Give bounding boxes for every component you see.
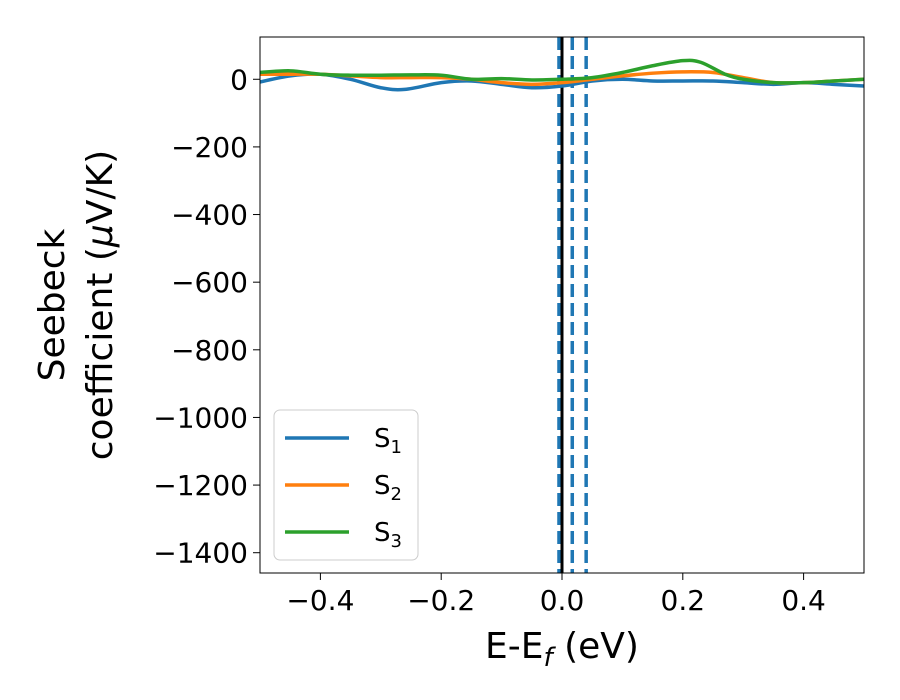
series-layer bbox=[260, 58, 864, 92]
y-tick-label: −800 bbox=[171, 334, 248, 367]
y-axis-label-line1: Seebeck bbox=[32, 228, 73, 381]
y-tick-label: 0 bbox=[230, 63, 248, 96]
y-tick-label: −400 bbox=[171, 199, 248, 232]
legend-label-2: S2 bbox=[374, 471, 402, 505]
y-tick-label: −1200 bbox=[153, 469, 248, 502]
y-axis: 0 −200 −400 −600 −800 −1000 −1200 −1400 bbox=[153, 63, 260, 570]
y-tick-label: −1000 bbox=[153, 401, 248, 434]
x-tick-label: 0.0 bbox=[540, 584, 585, 617]
y-axis-label: Seebeck coefficient (μV/K) bbox=[32, 150, 121, 460]
x-axis-label: E-Ef (eV) bbox=[485, 626, 639, 673]
series-line-1 bbox=[260, 72, 864, 92]
y-tick-label: −200 bbox=[171, 131, 248, 164]
y-tick-label: −1400 bbox=[153, 537, 248, 570]
y-tick-label: −600 bbox=[171, 266, 248, 299]
legend: S1 S2 S3 bbox=[273, 409, 419, 561]
vertical-marker-lines bbox=[557, 37, 588, 573]
series-line-3 bbox=[260, 58, 864, 85]
y-axis-label-line2: coefficient (μV/K) bbox=[80, 150, 121, 460]
x-tick-label: 0.2 bbox=[661, 584, 706, 617]
x-tick-label: 0.4 bbox=[781, 584, 826, 617]
x-tick-label: −0.2 bbox=[407, 584, 475, 617]
x-tick-label: −0.4 bbox=[286, 584, 354, 617]
legend-label-1: S1 bbox=[374, 424, 402, 458]
legend-label-3: S3 bbox=[374, 518, 402, 552]
x-axis: −0.4 −0.2 0.0 0.2 0.4 bbox=[286, 573, 826, 617]
